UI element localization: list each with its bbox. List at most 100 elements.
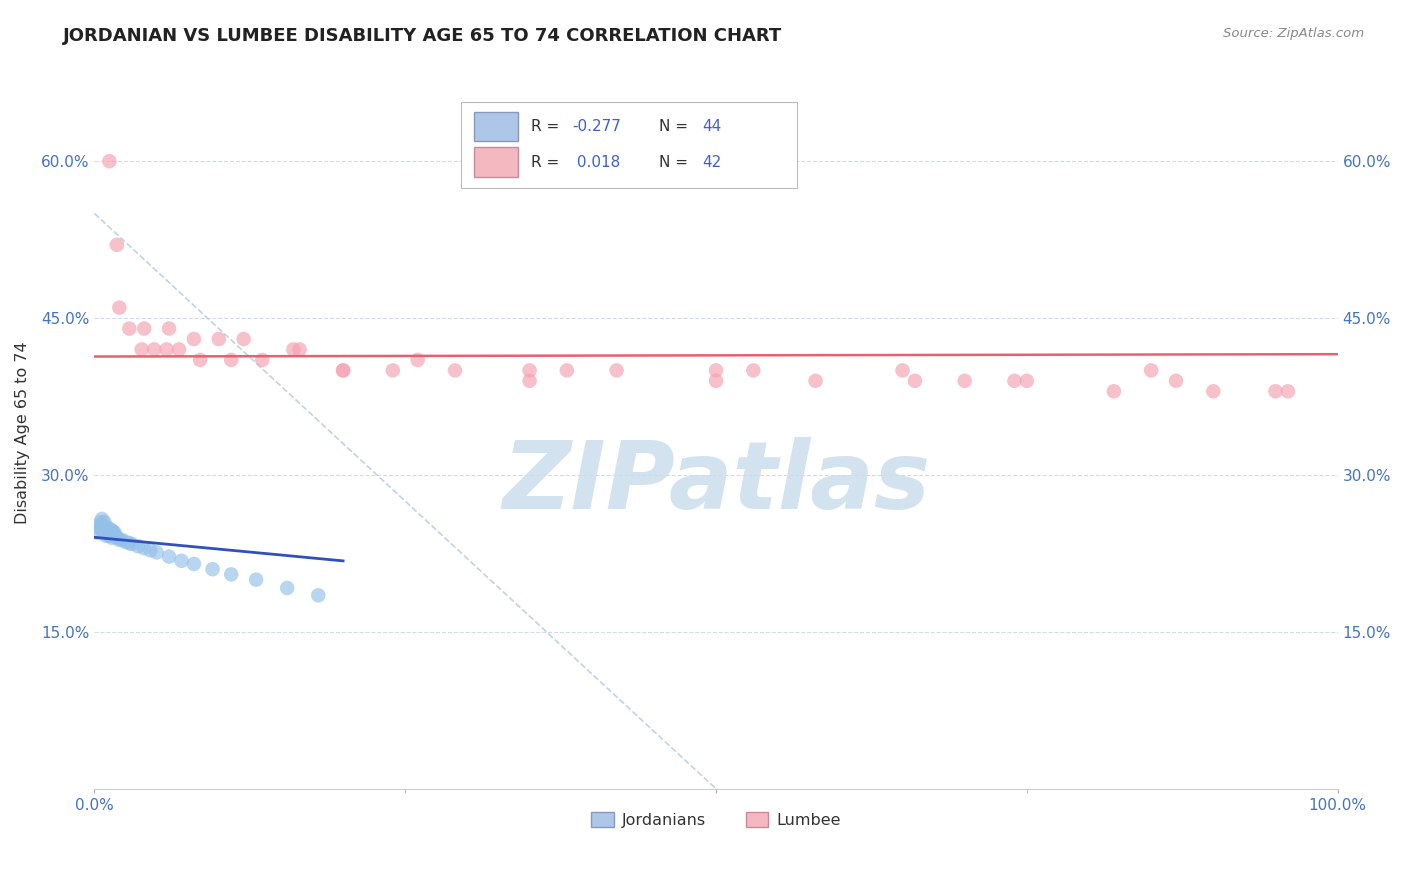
Text: 42: 42 [703, 154, 721, 169]
FancyBboxPatch shape [474, 112, 519, 142]
Point [219, 567, 242, 582]
Point [100, 529, 122, 543]
Point [103, 525, 125, 540]
Text: 44: 44 [703, 119, 721, 134]
Point [381, 363, 404, 377]
Point [100, 523, 122, 537]
Point [121, 537, 143, 551]
Text: R =: R = [531, 154, 564, 169]
Point [704, 374, 727, 388]
Point [1102, 384, 1125, 399]
Point [134, 541, 156, 556]
Point [94, 525, 117, 540]
Point [98, 524, 121, 539]
Point [157, 549, 180, 564]
Point [1140, 363, 1163, 377]
FancyBboxPatch shape [474, 147, 519, 177]
Point [89, 518, 111, 533]
Point [145, 545, 167, 559]
Point [87, 520, 110, 534]
Point [93, 523, 115, 537]
Point [742, 363, 765, 377]
Point [232, 332, 254, 346]
Point [891, 363, 914, 377]
Point [105, 531, 128, 545]
Point [105, 237, 128, 252]
Point [1264, 384, 1286, 399]
Point [208, 332, 231, 346]
Point [101, 531, 124, 545]
Point [98, 154, 121, 169]
Text: -0.277: -0.277 [572, 119, 620, 134]
Point [139, 543, 162, 558]
Point [98, 529, 121, 543]
Y-axis label: Disability Age 65 to 74: Disability Age 65 to 74 [15, 342, 30, 524]
Point [94, 529, 117, 543]
Point [108, 533, 131, 547]
Point [91, 518, 114, 533]
Text: N =: N = [659, 154, 693, 169]
Point [170, 554, 193, 568]
Point [118, 536, 141, 550]
Text: Source: ZipAtlas.com: Source: ZipAtlas.com [1223, 27, 1364, 40]
Point [86, 525, 108, 540]
Point [101, 524, 124, 539]
Point [444, 363, 467, 377]
Text: ZIPatlas: ZIPatlas [502, 437, 931, 529]
Point [283, 343, 305, 357]
Point [307, 588, 329, 602]
Point [143, 343, 166, 357]
Point [183, 557, 205, 571]
Point [606, 363, 628, 377]
Point [1164, 374, 1187, 388]
Point [91, 525, 114, 540]
Point [519, 374, 541, 388]
Point [804, 374, 827, 388]
Point [704, 363, 727, 377]
Point [332, 363, 354, 377]
Point [155, 343, 177, 357]
Point [101, 524, 124, 539]
Point [114, 535, 136, 549]
Point [93, 515, 115, 529]
Point [134, 321, 156, 335]
Point [188, 352, 211, 367]
Point [90, 515, 112, 529]
Point [904, 374, 927, 388]
Point [96, 520, 118, 534]
Point [97, 525, 120, 540]
Text: R =: R = [531, 119, 564, 134]
Point [131, 343, 153, 357]
Text: JORDANIAN VS LUMBEE DISABILITY AGE 65 TO 74 CORRELATION CHART: JORDANIAN VS LUMBEE DISABILITY AGE 65 TO… [63, 27, 783, 45]
Point [167, 343, 190, 357]
Point [90, 512, 112, 526]
Point [332, 363, 354, 377]
Point [90, 520, 112, 534]
Point [519, 363, 541, 377]
Point [276, 581, 298, 595]
Point [90, 523, 112, 537]
Point [118, 321, 141, 335]
Point [111, 533, 134, 547]
Point [1277, 384, 1299, 399]
Point [555, 363, 578, 377]
Point [108, 301, 131, 315]
Point [157, 321, 180, 335]
Point [219, 352, 242, 367]
Point [183, 332, 205, 346]
Point [104, 529, 127, 543]
Point [1002, 374, 1025, 388]
Point [245, 573, 267, 587]
Point [288, 343, 311, 357]
Point [252, 352, 274, 367]
Point [97, 523, 120, 537]
Point [406, 352, 429, 367]
FancyBboxPatch shape [461, 103, 797, 187]
Point [127, 539, 149, 553]
Point [1202, 384, 1225, 399]
Text: 0.018: 0.018 [572, 154, 620, 169]
Point [953, 374, 976, 388]
Legend: Jordanians, Lumbee: Jordanians, Lumbee [585, 805, 846, 834]
Point [1015, 374, 1038, 388]
Point [96, 523, 118, 537]
